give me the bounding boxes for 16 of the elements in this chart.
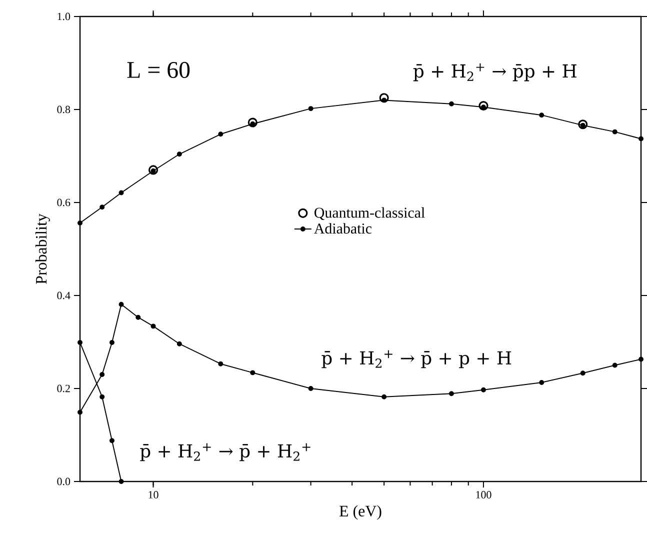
annotation: p̄ + H$_{2}$$^{+}$ → p̄ + H$_{2}$+ <box>140 443 310 462</box>
legend-label: Adiabatic <box>314 223 372 234</box>
annotation: p̄ + H$_{2}$$^{+}$ → p̄p + H <box>413 63 576 82</box>
y-tick-label: 1.0 <box>58 12 70 20</box>
annotation: L = 60 <box>127 62 190 78</box>
legend-label: Quantum-classical <box>314 207 425 220</box>
y-axis-title: Probability <box>35 214 50 284</box>
y-tick-label: 0.8 <box>57 106 70 114</box>
y-tick-label: 0.2 <box>57 384 70 392</box>
y-tick-label: 0.0 <box>57 478 70 486</box>
y-tick-label: 0.6 <box>57 198 70 206</box>
y-tick-label: 0.4 <box>57 292 70 300</box>
x-tick-label: 10 <box>148 491 158 498</box>
x-axis-title: E (eV) <box>339 505 382 520</box>
annotation: p̄ + H$_{2}$$^{+}$ → p̄ + p + H <box>322 350 512 368</box>
x-tick-label: 100 <box>476 491 492 498</box>
